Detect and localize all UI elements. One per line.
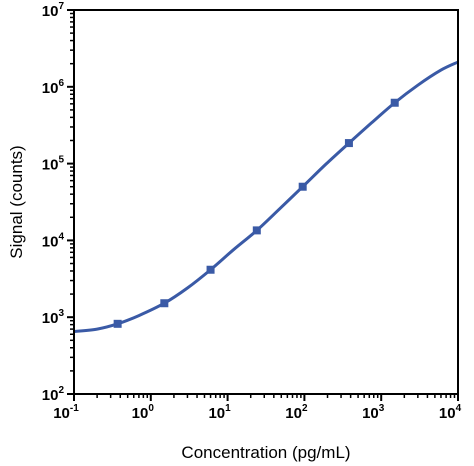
x-tick-label-exponent: -1 [70,403,79,414]
x-tick-label: 102 [285,403,308,422]
x-tick-label-base: 10 [132,405,149,422]
y-tick-label: 104 [42,231,65,250]
y-tick-label: 107 [42,1,65,20]
data-point-marker [113,319,122,328]
y-axis-title: Signal (counts) [7,145,26,258]
x-tick-label: 10-1 [53,403,79,422]
x-tick-label-base: 10 [208,405,225,422]
y-tick-label-exponent: 3 [58,308,64,319]
data-point-marker [252,226,261,235]
x-tick-label: 100 [132,403,155,422]
y-tick-label-base: 10 [42,310,59,327]
x-tick-label-exponent: 3 [379,403,385,414]
data-point-marker [344,139,353,148]
x-tick-label-base: 10 [285,405,302,422]
x-tick-label: 103 [362,403,385,422]
x-tick-label-base: 10 [53,405,70,422]
series-markers [113,98,399,328]
x-tick-label-exponent: 0 [148,403,154,414]
y-tick-label: 106 [42,78,65,97]
y-tick-label-exponent: 2 [58,385,64,396]
x-tick-label-base: 10 [439,405,456,422]
y-tick-label: 103 [42,308,65,327]
y-tick-label-base: 10 [42,157,59,174]
plot-area-frame [73,9,459,395]
y-tick-label-exponent: 7 [58,1,64,12]
y-tick-label-exponent: 5 [58,155,64,166]
y-tick-label: 102 [42,385,65,404]
data-point-marker [160,299,169,308]
y-tick-label-base: 10 [42,80,59,97]
y-tick-label: 105 [42,155,65,174]
x-tick-label: 101 [208,403,231,422]
y-tick-label-base: 10 [42,387,59,404]
x-axis-ticks: 10-1 100 101 102 103 104 [53,394,462,422]
data-point-marker [298,182,307,191]
series-fit-line [73,60,459,334]
x-tick-label-exponent: 4 [456,403,462,414]
y-tick-label-exponent: 6 [58,78,64,89]
data-point-marker [206,265,215,274]
data-point-marker [390,98,399,107]
x-tick-label-base: 10 [362,405,379,422]
x-axis-title: Concentration (pg/mL) [181,443,350,462]
x-tick-label-exponent: 2 [302,403,308,414]
y-tick-label-exponent: 4 [58,231,64,242]
y-tick-label-base: 10 [42,233,59,250]
x-tick-label-exponent: 1 [225,403,231,414]
y-tick-label-base: 10 [42,3,59,20]
x-tick-label: 104 [439,403,462,422]
